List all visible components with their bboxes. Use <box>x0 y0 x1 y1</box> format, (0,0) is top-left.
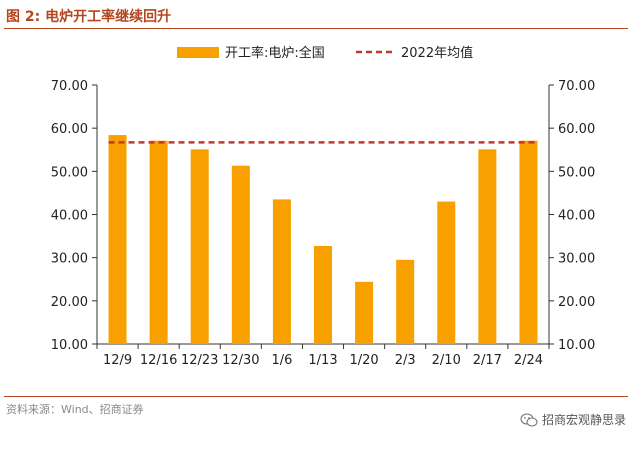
brand-name: 招商宏观静思录 <box>541 413 626 427</box>
y-tick-label-left: 40.00 <box>51 209 88 224</box>
figure-title: 图 2: 电炉开工率继续回升 <box>6 9 172 25</box>
bar <box>190 149 209 344</box>
y-tick-label-right: 70.00 <box>558 79 595 94</box>
y-tick-label-left: 50.00 <box>51 165 88 180</box>
axes: 10.00 20.00 30.00 40.00 50.00 60.00 70.00 10.00… <box>51 79 595 368</box>
x-tick-label: 1/6 <box>271 353 292 368</box>
bars <box>108 135 538 344</box>
legend-swatch-bar <box>177 47 219 58</box>
brand-label: 招商宏观静思录 <box>520 411 626 428</box>
bar <box>149 140 168 344</box>
bar <box>396 259 415 344</box>
y-tick-label-left: 20.00 <box>51 295 88 310</box>
legend-label-bar: 开工率:电炉:全国 <box>225 45 325 61</box>
x-tick-label: 2/24 <box>514 353 543 368</box>
y-tick-label-right: 20.00 <box>558 295 595 310</box>
bar <box>314 246 332 344</box>
bar <box>478 149 497 344</box>
source-note: 资料来源：Wind、招商证券 <box>6 403 144 416</box>
y-tick-label-right: 30.00 <box>558 252 595 267</box>
y-tick-label-right: 40.00 <box>558 209 595 224</box>
bar <box>355 281 374 344</box>
y-tick-label-right: 60.00 <box>558 122 595 137</box>
bar <box>108 135 127 344</box>
x-tick-label: 1/20 <box>349 353 378 368</box>
y-tick-label-left: 10.00 <box>51 338 88 353</box>
bar <box>272 199 291 344</box>
x-tick-label: 2/17 <box>473 353 502 368</box>
footer-divider <box>4 396 628 397</box>
x-tick-label: 12/9 <box>103 353 132 368</box>
y-tick-label-right: 10.00 <box>558 338 595 353</box>
bar <box>231 165 250 344</box>
y-tick-label-left: 70.00 <box>51 79 88 94</box>
y-tick-label-left: 30.00 <box>51 252 88 267</box>
x-tick-label: 12/23 <box>181 353 218 368</box>
x-tick-label: 2/3 <box>395 353 416 368</box>
bar-chart: 开工率:电炉:全国 2022年均值 10.00 20.00 30.00 40.00 50.… <box>51 45 595 368</box>
bar <box>519 140 538 344</box>
x-tick-label: 12/16 <box>140 353 177 368</box>
legend-label-avg: 2022年均值 <box>401 45 473 61</box>
wechat-icon <box>520 412 538 427</box>
x-tick-label: 2/10 <box>432 353 461 368</box>
bar <box>437 201 456 344</box>
legend: 开工率:电炉:全国 2022年均值 <box>177 45 473 61</box>
y-tick-label-right: 50.00 <box>558 165 595 180</box>
x-tick-label: 12/30 <box>222 353 259 368</box>
x-tick-label: 1/13 <box>308 353 337 368</box>
title-divider <box>4 28 628 29</box>
y-tick-label-left: 60.00 <box>51 122 88 137</box>
